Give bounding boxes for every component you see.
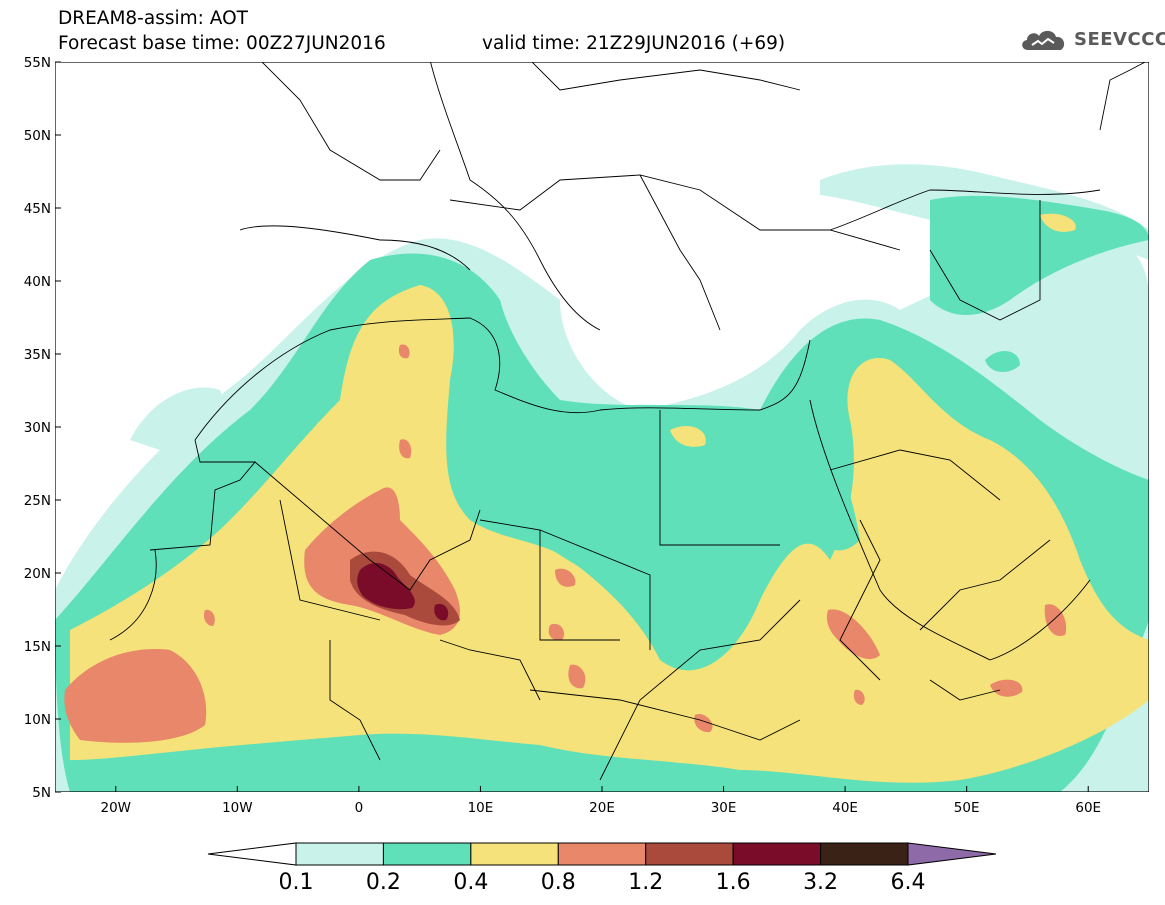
lat-tick-label: 30N	[24, 420, 51, 436]
lon-tick-label: 60E	[1075, 800, 1101, 816]
lat-tick-label: 40N	[24, 274, 51, 290]
aot-level-0.4-shading	[70, 213, 1149, 783]
colorbar-swatch	[470, 842, 559, 866]
colorbar-swatch	[382, 842, 472, 866]
map-title: DREAM8-assim: AOT	[58, 8, 248, 29]
lon-tick-label: 30E	[711, 800, 737, 816]
colorbar-swatch	[732, 842, 822, 866]
colorbar-swatch	[645, 842, 734, 866]
lat-tick-label: 35N	[24, 347, 51, 363]
aot-level-1.6-shading	[357, 563, 449, 621]
cloud-icon	[1022, 30, 1065, 50]
colorbar-tick-label: 0.4	[453, 870, 489, 895]
colorbar-swatch	[295, 842, 384, 866]
forecast-base-time: Forecast base time: 00Z27JUN2016	[58, 33, 386, 54]
aot-contour-fields	[55, 62, 1149, 792]
country-borders	[109, 62, 1147, 781]
valid-time: valid time: 21Z29JUN2016 (+69)	[482, 33, 786, 54]
lon-tick-label: 20W	[101, 800, 132, 816]
lon-tick-label: 50E	[954, 800, 980, 816]
colorbar-tick-label: 0.8	[540, 870, 576, 895]
lon-tick-label: 10E	[468, 800, 494, 816]
lon-tick-label: 20E	[589, 800, 615, 816]
colorbar-tick-label: 6.4	[890, 870, 926, 895]
latitude-axis: 55N 50N 45N 40N 35N 30N 25N 20N 15N 10N 5N	[24, 55, 61, 801]
colorbar-tick-label: 1.2	[628, 870, 664, 895]
lon-tick-label: 0	[355, 800, 364, 816]
colorbar-tick-label: 0.1	[278, 870, 314, 895]
longitude-axis: 20W 10W 0 10E 20E 30E 40E 50E 60E	[101, 786, 1101, 816]
colorbar-min-arrow	[207, 842, 297, 866]
colorbar	[207, 842, 997, 866]
aot-level-0.2-inner	[466, 420, 860, 593]
colorbar-tick-label: 1.6	[715, 870, 751, 895]
lat-tick-label: 10N	[24, 712, 51, 728]
colorbar-swatch	[557, 842, 647, 866]
lat-tick-label: 50N	[24, 128, 51, 144]
lat-tick-label: 20N	[24, 566, 51, 582]
colorbar-tick-label: 0.2	[365, 870, 401, 895]
lat-tick-label: 45N	[24, 201, 51, 217]
lon-tick-label: 40E	[832, 800, 858, 816]
lat-tick-label: 5N	[32, 785, 51, 801]
colorbar-swatch	[820, 842, 909, 866]
seevccc-logo: SEEVCCC	[1018, 24, 1165, 56]
lat-tick-label: 15N	[24, 639, 51, 655]
lat-tick-label: 25N	[24, 493, 51, 509]
aot-level-0.8-shading	[64, 344, 1067, 743]
lat-tick-label: 55N	[24, 55, 51, 71]
logo-text: SEEVCCC	[1074, 29, 1165, 50]
colorbar-tick-label: 3.2	[803, 870, 839, 895]
lon-tick-label: 10W	[222, 800, 253, 816]
colorbar-max-arrow	[907, 842, 997, 866]
